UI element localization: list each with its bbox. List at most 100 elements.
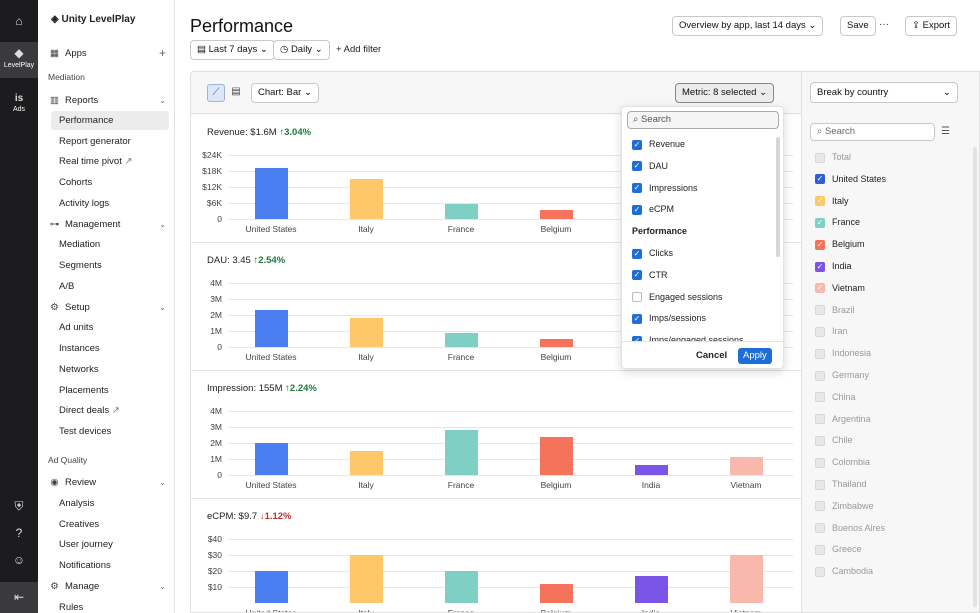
metric-option[interactable]: ✓ Imps/sessions	[632, 311, 706, 325]
bar-belgium[interactable]	[540, 210, 573, 219]
view-select[interactable]: Overview by app, last 14 days ⌄	[672, 16, 824, 36]
bar-france[interactable]	[445, 430, 478, 475]
checkbox[interactable]	[815, 523, 825, 534]
bar-united-states[interactable]	[255, 310, 288, 347]
country-option[interactable]: Zimbabwe	[815, 499, 874, 513]
sidebar-item-ad-units[interactable]: Ad units	[59, 322, 94, 333]
sidebar-group-review[interactable]: ◉ Review ⌄	[48, 473, 170, 492]
country-option[interactable]: ✓ Vietnam	[815, 281, 865, 295]
sidebar-item-segments[interactable]: Segments	[59, 260, 102, 271]
bar-italy[interactable]	[350, 451, 383, 475]
sidebar-item-rules[interactable]: Rules	[59, 602, 84, 613]
sidebar-item-direct-deals[interactable]: Direct deals ↗	[59, 405, 120, 416]
checkbox[interactable]	[815, 152, 825, 163]
sidebar-item-activity-logs[interactable]: Activity logs	[59, 198, 110, 209]
metric-option[interactable]: Engaged sessions	[632, 290, 723, 304]
country-option[interactable]: ✓ Belgium	[815, 237, 865, 251]
country-option[interactable]: Colombia	[815, 455, 870, 469]
sidebar-item-test-devices[interactable]: Test devices	[59, 426, 112, 437]
bar-india[interactable]	[635, 576, 668, 603]
bar-vietnam[interactable]	[730, 555, 763, 603]
country-option[interactable]: Chile	[815, 433, 853, 447]
checkbox[interactable]	[815, 348, 825, 359]
checkbox[interactable]: ✓	[815, 174, 825, 185]
save-button[interactable]: Save	[840, 16, 876, 36]
country-option[interactable]: Argentina	[815, 412, 871, 426]
checkbox[interactable]: ✓	[632, 314, 642, 325]
metric-option[interactable]: ✓ CTR	[632, 268, 668, 282]
checkbox[interactable]: ✓	[632, 161, 642, 172]
sidebar-item-placements[interactable]: Placements	[59, 385, 109, 396]
bar-italy[interactable]	[350, 179, 383, 219]
sidebar-item-real-time-pivot[interactable]: Real time pivot ↗	[59, 156, 133, 167]
country-option[interactable]: Germany	[815, 368, 869, 382]
checkbox[interactable]: ✓	[632, 270, 642, 281]
checkbox[interactable]	[815, 566, 825, 577]
checkbox[interactable]: ✓	[815, 218, 825, 229]
sidebar-group-management[interactable]: ⊶ Management ⌄	[48, 215, 170, 234]
add-filter-button[interactable]: + Add filter	[336, 44, 382, 55]
line-view-icon[interactable]: ⟋	[207, 84, 225, 102]
bar-france[interactable]	[445, 333, 478, 347]
bar-belgium[interactable]	[540, 437, 573, 475]
checkbox[interactable]	[815, 327, 825, 338]
checkbox[interactable]	[632, 292, 642, 303]
bar-belgium[interactable]	[540, 584, 573, 603]
apply-button[interactable]: Apply	[738, 348, 772, 364]
sidebar-group-reports[interactable]: ▥ Reports ⌄	[48, 91, 170, 110]
checkbox[interactable]: ✓	[815, 261, 825, 272]
bar-italy[interactable]	[350, 318, 383, 347]
sidebar-item-mediation[interactable]: Mediation	[59, 239, 101, 250]
country-search-input[interactable]: ⌕ Search	[810, 123, 935, 141]
sidebar-item-notifications[interactable]: Notifications	[59, 560, 111, 571]
country-option[interactable]: ✓ France	[815, 215, 860, 229]
checkbox[interactable]	[815, 545, 825, 556]
checkbox[interactable]	[815, 392, 825, 403]
table-view-icon[interactable]: ▤	[231, 86, 241, 97]
country-option[interactable]: Brazil	[815, 303, 855, 317]
checkbox[interactable]: ✓	[632, 205, 642, 216]
country-option[interactable]: Cambodia	[815, 564, 873, 578]
checkbox[interactable]	[815, 457, 825, 468]
checkbox[interactable]	[815, 479, 825, 490]
country-option[interactable]: ✓ United States	[815, 172, 886, 186]
checkbox[interactable]: ✓	[815, 283, 825, 294]
metric-search-input[interactable]: ⌕ Search	[627, 111, 779, 129]
sidebar-group-setup[interactable]: ⚙ Setup ⌄	[48, 298, 170, 317]
add-app-icon[interactable]: +	[158, 46, 166, 60]
metric-option[interactable]: ✓ Clicks	[632, 246, 673, 260]
metric-option[interactable]: ✓ DAU	[632, 159, 668, 173]
checkbox[interactable]	[815, 370, 825, 381]
cancel-button[interactable]: Cancel	[696, 350, 728, 361]
granularity-select[interactable]: ◷ Daily ⌄	[273, 40, 330, 60]
export-button[interactable]: ⇪ Export	[905, 16, 958, 36]
country-option[interactable]: Total	[815, 150, 851, 164]
country-option[interactable]: Greece	[815, 542, 862, 556]
levelplay-nav[interactable]: ◆ LevelPlay	[0, 42, 38, 78]
country-scrollbar[interactable]	[973, 147, 977, 607]
country-option[interactable]: ✓ India	[815, 259, 852, 273]
metric-option[interactable]: ✓ Impressions	[632, 181, 698, 195]
country-option[interactable]: ✓ Italy	[815, 194, 849, 208]
metric-option[interactable]: ✓ eCPM	[632, 202, 674, 216]
sidebar-group-manage[interactable]: ⚙ Manage ⌄	[48, 577, 170, 596]
sidebar-item-analysis[interactable]: Analysis	[59, 498, 95, 509]
checkbox[interactable]: ✓	[632, 335, 642, 341]
metric-option[interactable]: ✓ Imps/engaged sessions	[632, 333, 744, 341]
checkbox[interactable]: ✓	[815, 239, 825, 250]
more-icon[interactable]: ···	[879, 19, 889, 30]
bar-united-states[interactable]	[255, 571, 288, 603]
sidebar-item-performance[interactable]: Performance	[51, 111, 169, 130]
help-icon[interactable]: ?	[15, 526, 23, 540]
metric-option[interactable]: ✓ Revenue	[632, 137, 685, 151]
country-option[interactable]: Thailand	[815, 477, 867, 491]
metric-scrollbar[interactable]	[776, 137, 780, 257]
ads-nav[interactable]: is Ads	[0, 90, 38, 122]
sidebar-item-report-generator[interactable]: Report generator	[59, 136, 131, 147]
sidebar-item-ab[interactable]: A/B	[59, 281, 75, 292]
bar-italy[interactable]	[350, 555, 383, 603]
bar-france[interactable]	[445, 204, 478, 219]
collapse-icon[interactable]: ⇤	[0, 582, 38, 613]
checkbox[interactable]: ✓	[632, 248, 642, 259]
home-icon[interactable]: ⌂	[15, 14, 23, 28]
